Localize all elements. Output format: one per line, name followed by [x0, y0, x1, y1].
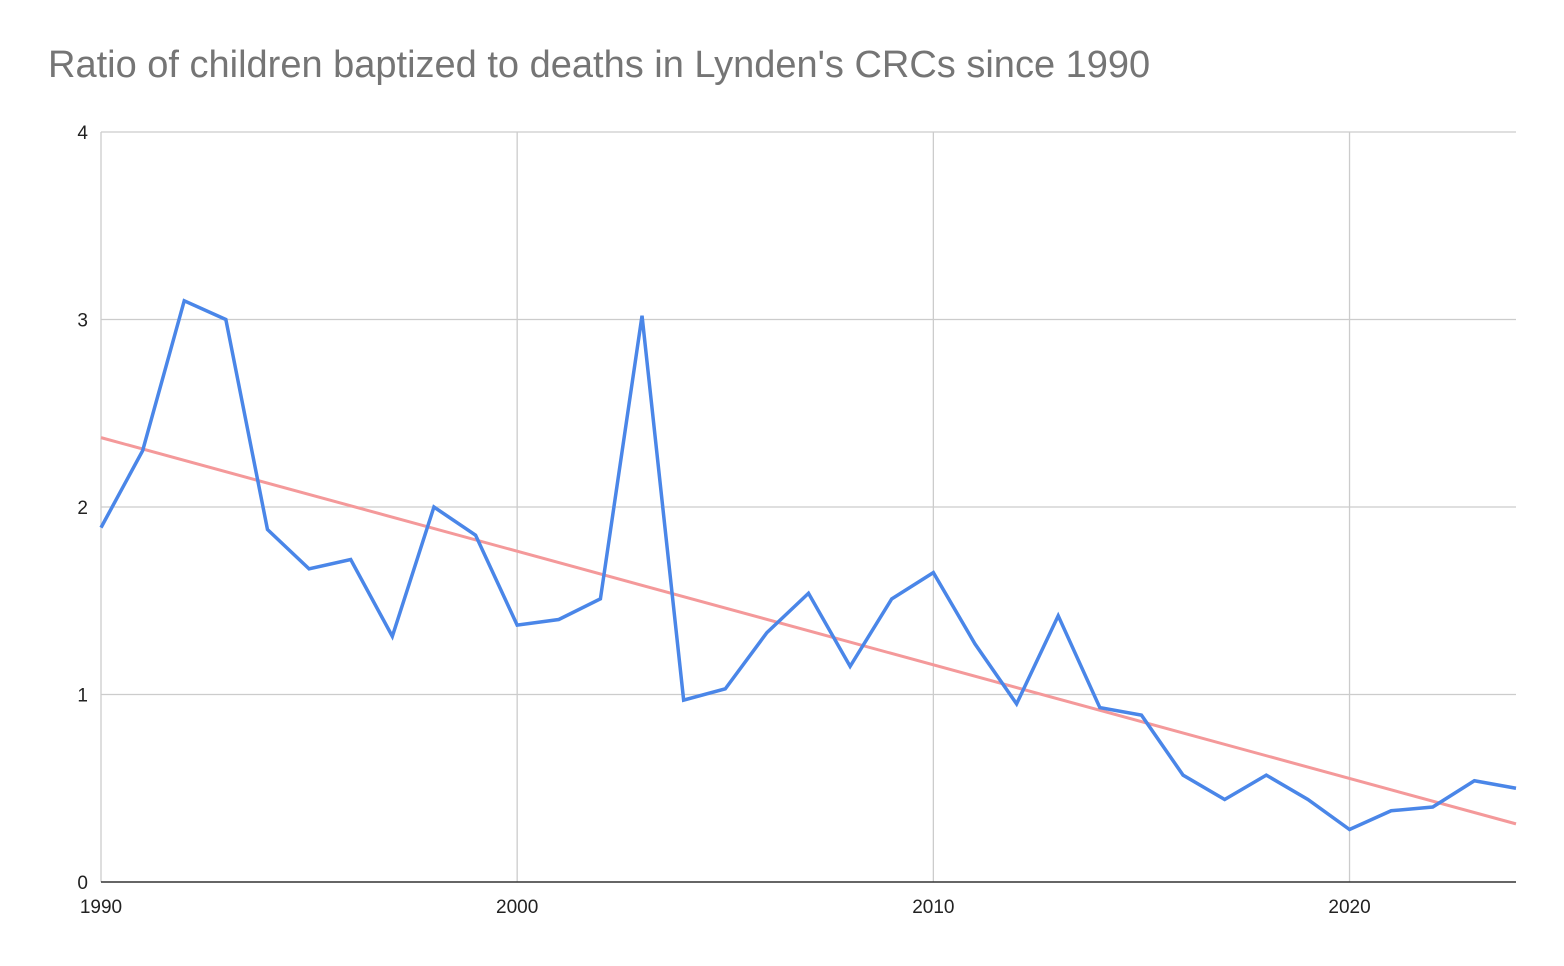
series-layer: [99, 298, 1517, 832]
tick-labels: 0 1 2 3 4 1990 2000 2010 2020: [77, 123, 1370, 918]
y-tick-label: 0: [77, 873, 88, 894]
y-tick-label: 3: [77, 311, 88, 332]
series-line: [99, 298, 1517, 832]
y-tick-label: 2: [77, 498, 88, 519]
x-tick-label: 2010: [912, 897, 954, 918]
chart-title: Ratio of children baptized to deaths in …: [48, 44, 1151, 86]
trendline-layer: [100, 436, 1517, 826]
x-tick-label: 1990: [80, 897, 122, 918]
x-tick-label: 2000: [496, 897, 538, 918]
grid-lines: [100, 131, 1516, 882]
y-tick-label: 4: [77, 123, 88, 144]
trendline: [100, 436, 1517, 826]
x-tick-label: 2020: [1328, 897, 1370, 918]
y-tick-label: 1: [77, 686, 88, 707]
